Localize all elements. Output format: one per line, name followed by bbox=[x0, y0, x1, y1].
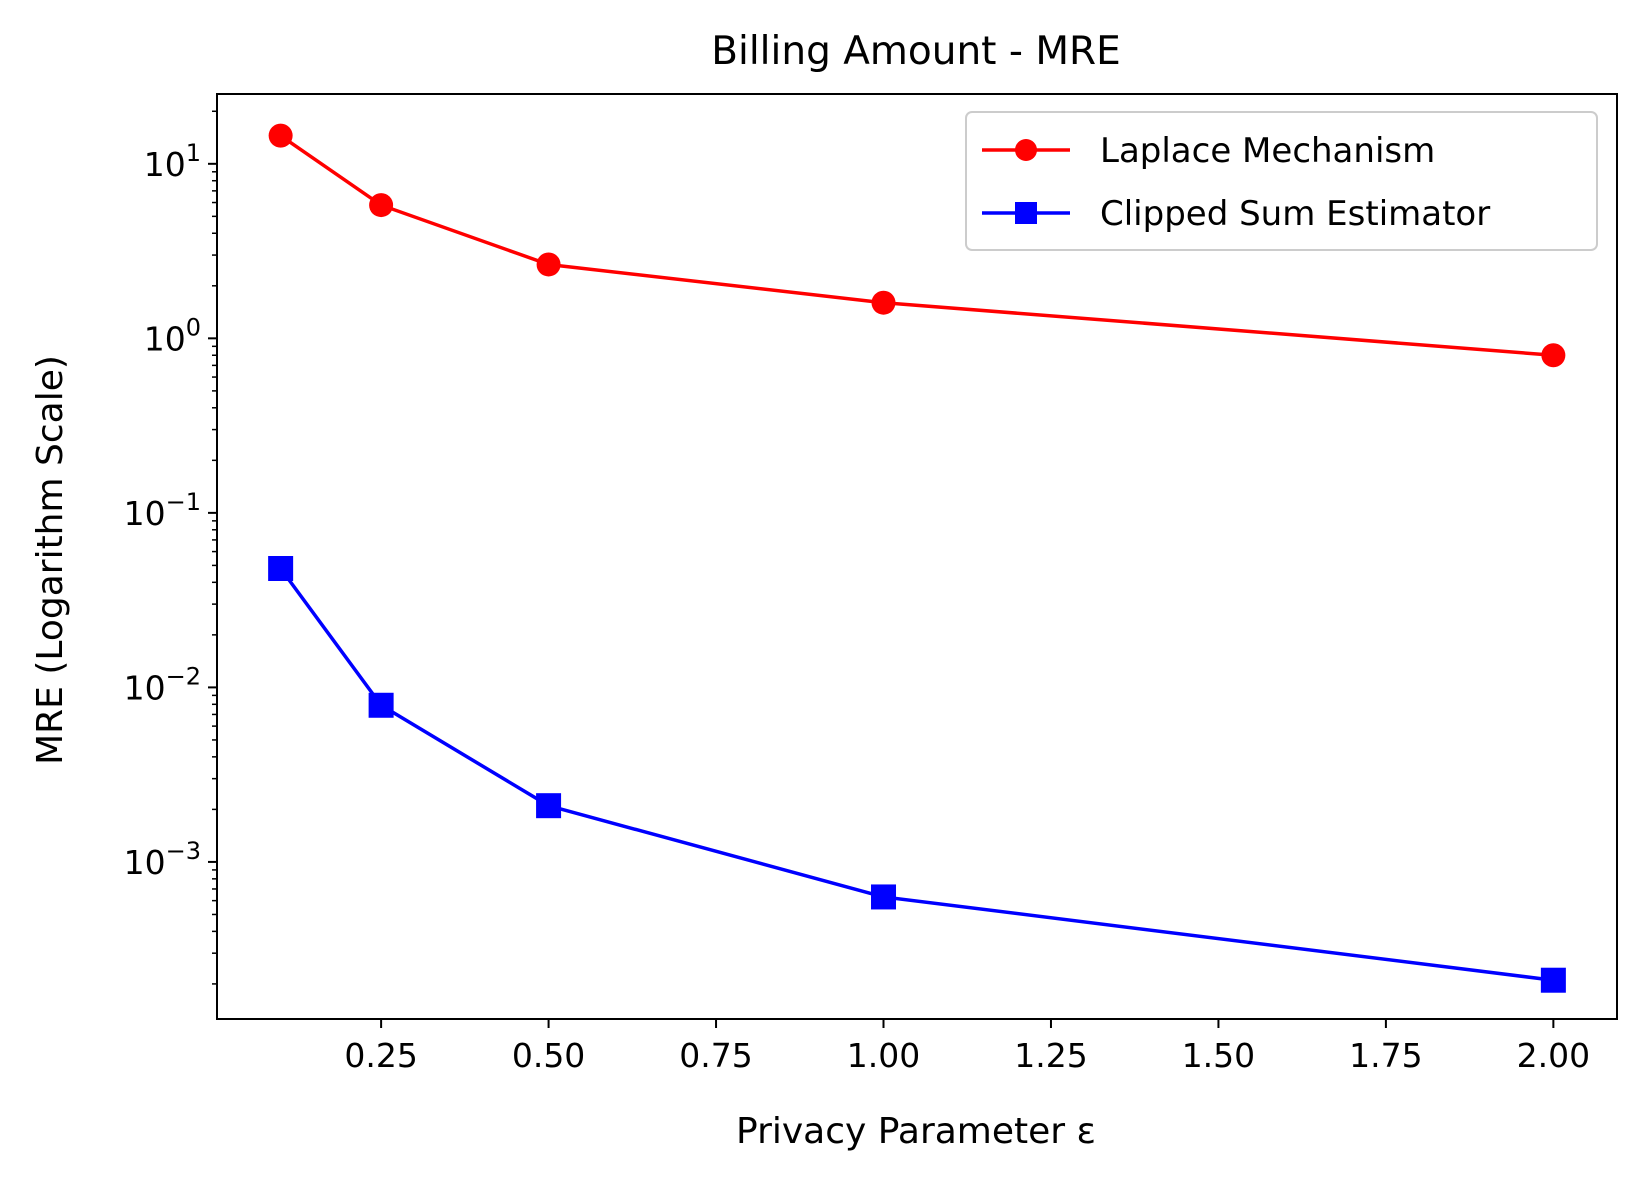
y-tick-label: 10−3 bbox=[124, 837, 201, 882]
data-point bbox=[368, 692, 394, 718]
legend: Laplace Mechanism Clipped Sum Estimator bbox=[965, 111, 1598, 251]
y-tick-label: 100 bbox=[144, 313, 201, 358]
x-tick-label: 0.50 bbox=[512, 1036, 585, 1075]
legend-label-clipped: Clipped Sum Estimator bbox=[1100, 194, 1490, 234]
data-point bbox=[871, 290, 896, 315]
data-point bbox=[268, 123, 293, 148]
data-point bbox=[871, 884, 897, 910]
plot-area-frame bbox=[216, 93, 1618, 1020]
x-axis-label: Privacy Parameter ε bbox=[736, 1111, 1096, 1152]
series-layer bbox=[268, 123, 1566, 993]
y-axis-label: MRE (Logarithm Scale) bbox=[30, 355, 71, 765]
data-point bbox=[369, 193, 394, 218]
data-point bbox=[536, 793, 562, 819]
legend-box bbox=[965, 111, 1598, 251]
y-tick-label: 10−1 bbox=[124, 488, 201, 533]
x-tick-label: 1.75 bbox=[1349, 1036, 1422, 1075]
x-tick-label: 2.00 bbox=[1517, 1036, 1590, 1075]
x-tick-label: 0.25 bbox=[344, 1036, 417, 1075]
chart-title: Billing Amount - MRE bbox=[711, 29, 1120, 74]
x-tick-label: 1.00 bbox=[847, 1036, 920, 1075]
series-1 bbox=[268, 556, 1566, 993]
data-point bbox=[268, 556, 294, 582]
legend-marker-laplace bbox=[1015, 139, 1037, 161]
y-tick-label: 10−2 bbox=[124, 662, 201, 707]
data-point bbox=[536, 252, 561, 277]
x-tick-label: 0.75 bbox=[679, 1036, 752, 1075]
legend-marker-clipped bbox=[1015, 202, 1037, 224]
data-point bbox=[1541, 343, 1566, 368]
y-axis-ticks: 101 100 10−1 10−2 10−3 bbox=[124, 110, 217, 985]
legend-label-laplace: Laplace Mechanism bbox=[1100, 131, 1435, 171]
y-tick-label: 101 bbox=[144, 139, 201, 184]
x-axis-ticks: 0.25 0.50 0.75 1.00 1.25 1.50 1.75 2.00 bbox=[344, 1019, 1590, 1075]
series-0 bbox=[268, 123, 1566, 368]
data-point bbox=[1540, 967, 1566, 993]
x-tick-label: 1.25 bbox=[1014, 1036, 1087, 1075]
x-tick-label: 1.50 bbox=[1182, 1036, 1255, 1075]
